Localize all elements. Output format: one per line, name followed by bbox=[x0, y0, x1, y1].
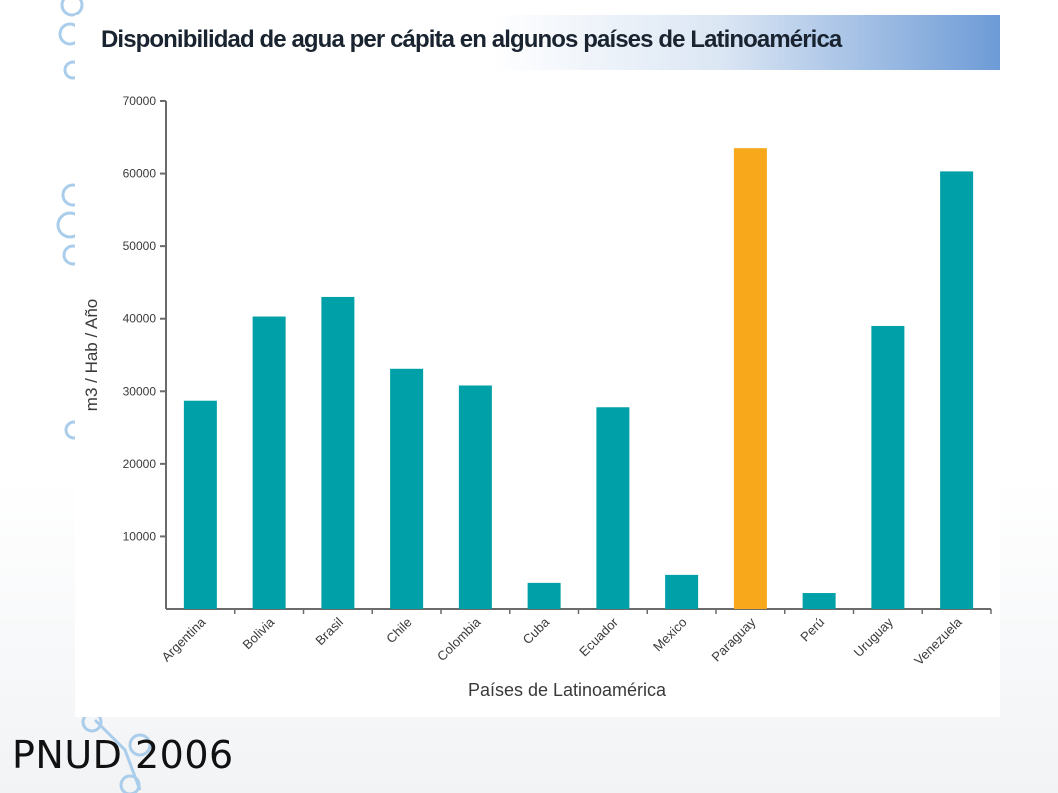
bar-uruguay bbox=[871, 325, 905, 609]
bar-argentina bbox=[183, 400, 217, 609]
x-tick-label: Paraguay bbox=[709, 614, 759, 664]
x-tick-label: Perú bbox=[797, 615, 827, 645]
x-tick-label: Ecuador bbox=[576, 614, 621, 659]
chart-panel: Disponibilidad de agua per cápita en alg… bbox=[75, 15, 1000, 717]
y-axis-title: m3 / Hab / Año bbox=[82, 299, 101, 411]
bubble-decoration bbox=[128, 733, 152, 757]
bar-venezuela bbox=[940, 171, 974, 609]
bar-perú bbox=[802, 593, 836, 609]
bubble-decoration bbox=[60, 0, 84, 17]
bar-cuba bbox=[527, 582, 561, 609]
x-tick-label: Chile bbox=[383, 615, 415, 647]
x-tick-label: Uruguay bbox=[851, 614, 897, 660]
bar-chart: 10000 20000 30000 40000 50000 60000 70000 Argen… bbox=[82, 94, 992, 700]
bar-chile bbox=[390, 368, 424, 609]
bar-paraguay bbox=[733, 148, 767, 609]
bar-ecuador bbox=[596, 407, 630, 609]
bar-mexico bbox=[665, 574, 699, 609]
bar-brasil bbox=[321, 296, 355, 609]
y-tick-label: 60000 bbox=[123, 167, 157, 181]
x-tick-label: Mexico bbox=[650, 615, 690, 655]
bar-bolivia bbox=[252, 316, 286, 609]
x-tick-label: Argentina bbox=[159, 614, 210, 665]
y-tick-label: 50000 bbox=[123, 239, 157, 253]
molecule-bond-decoration bbox=[93, 718, 142, 791]
y-tick-label: 40000 bbox=[123, 312, 157, 326]
title-banner: Disponibilidad de agua per cápita en alg… bbox=[75, 15, 1000, 70]
x-tick-label: Bolivia bbox=[240, 614, 278, 652]
source-label: PNUD 2006 bbox=[12, 733, 234, 777]
y-tick-label: 10000 bbox=[123, 529, 157, 543]
y-tick-label: 70000 bbox=[123, 94, 157, 108]
x-tick-label: Cuba bbox=[520, 614, 553, 647]
x-tick-label: Colombia bbox=[434, 614, 484, 664]
x-tick-label: Venezuela bbox=[911, 614, 965, 668]
x-axis-title: Países de Latinoamérica bbox=[468, 680, 667, 700]
y-tick-label: 30000 bbox=[123, 384, 157, 398]
x-tick-label: Brasil bbox=[312, 614, 346, 648]
bar-colombia bbox=[458, 385, 492, 609]
chart-title: Disponibilidad de agua per cápita en alg… bbox=[101, 26, 842, 53]
y-tick-label: 20000 bbox=[123, 457, 157, 471]
